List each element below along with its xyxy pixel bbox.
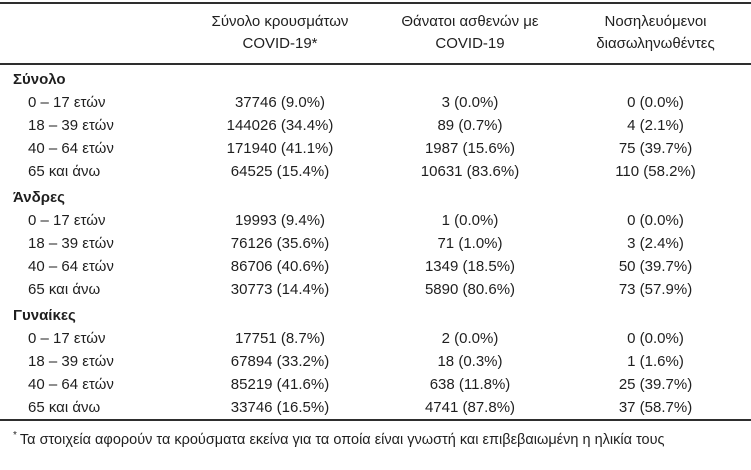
col-header-intubated-line2: διασωληνωθέντες xyxy=(596,35,715,52)
table-row: 40 – 64 ετών 85219 (41.6%) 638 (11.8%) 2… xyxy=(0,373,751,396)
cases-cell: 33746 (16.5%) xyxy=(230,399,330,416)
table-row: 65 και άνω 64525 (15.4%) 10631 (83.6%) 1… xyxy=(0,160,751,183)
intubated-cell: 37 (58.7%) xyxy=(618,399,693,416)
age-group-label: 18 – 39 ετών xyxy=(28,235,114,252)
col-header-intubated-line1: Νοσηλευόμενοι xyxy=(604,13,707,30)
cases-cell: 30773 (14.4%) xyxy=(230,281,330,298)
section-row-women: Γυναίκες xyxy=(0,301,751,327)
intubated-cell: 3 (2.4%) xyxy=(627,235,684,252)
deaths-cell: 1987 (15.6%) xyxy=(424,140,516,157)
age-group-label: 65 και άνω xyxy=(28,281,101,298)
intubated-cell: 0 (0.0%) xyxy=(627,212,684,229)
deaths-cell: 638 (11.8%) xyxy=(429,376,511,393)
col-header-cases-line1: Σύνολο κρουσμάτων xyxy=(211,13,349,30)
col-header-deaths-line2: COVID-19 xyxy=(435,35,505,52)
intubated-cell: 110 (58.2%) xyxy=(615,163,696,180)
intubated-cell: 73 (57.9%) xyxy=(618,281,693,298)
intubated-cell: 1 (1.6%) xyxy=(627,353,684,370)
col-header-empty xyxy=(0,3,180,65)
intubated-cell: 25 (39.7%) xyxy=(618,376,693,393)
age-group-label: 65 και άνω xyxy=(28,163,101,180)
age-group-label: 40 – 64 ετών xyxy=(28,258,114,275)
deaths-cell: 1349 (18.5%) xyxy=(424,258,516,275)
table-row: 18 – 39 ετών 76126 (35.6%) 71 (1.0%) 3 (… xyxy=(0,232,751,255)
cases-cell: 171940 (41.1%) xyxy=(226,140,334,157)
table-row: 0 – 17 ετών 17751 (8.7%) 2 (0.0%) 0 (0.0… xyxy=(0,327,751,350)
cases-cell: 17751 (8.7%) xyxy=(234,330,326,347)
age-group-label: 0 – 17 ετών xyxy=(28,330,106,347)
table-row: 0 – 17 ετών 37746 (9.0%) 3 (0.0%) 0 (0.0… xyxy=(0,91,751,114)
col-header-deaths-line1: Θάνατοι ασθενών με xyxy=(401,13,539,30)
section-label-women: Γυναίκες xyxy=(13,307,76,324)
table-row: 40 – 64 ετών 171940 (41.1%) 1987 (15.6%)… xyxy=(0,137,751,160)
deaths-cell: 3 (0.0%) xyxy=(441,94,499,111)
col-header-intubated: Νοσηλευόμενοι διασωληνωθέντες xyxy=(560,3,751,65)
table-row: 18 – 39 ετών 67894 (33.2%) 18 (0.3%) 1 (… xyxy=(0,350,751,373)
deaths-cell: 1 (0.0%) xyxy=(441,212,499,229)
intubated-cell: 0 (0.0%) xyxy=(627,94,684,111)
intubated-cell: 0 (0.0%) xyxy=(627,330,684,347)
cases-cell: 64525 (15.4%) xyxy=(230,163,330,180)
cases-cell: 85219 (41.6%) xyxy=(230,376,330,393)
age-group-label: 40 – 64 ετών xyxy=(28,140,114,157)
cases-cell: 37746 (9.0%) xyxy=(234,94,326,111)
cases-cell: 76126 (35.6%) xyxy=(230,235,330,252)
table-row: 65 και άνω 33746 (16.5%) 4741 (87.8%) 37… xyxy=(0,396,751,420)
table-row: 65 και άνω 30773 (14.4%) 5890 (80.6%) 73… xyxy=(0,278,751,301)
age-group-label: 65 και άνω xyxy=(28,399,101,416)
cases-cell: 19993 (9.4%) xyxy=(234,212,326,229)
col-header-cases-line2: COVID-19* xyxy=(242,35,318,52)
footnote-marker: * xyxy=(13,430,17,441)
footnote-text: Τα στοιχεία αφορούν τα κρούσματα εκείνα … xyxy=(19,431,665,448)
cases-cell: 67894 (33.2%) xyxy=(230,353,330,370)
deaths-cell: 89 (0.7%) xyxy=(437,117,503,134)
intubated-cell: 75 (39.7%) xyxy=(618,140,693,157)
intubated-cell: 4 (2.1%) xyxy=(627,117,684,134)
age-group-label: 40 – 64 ετών xyxy=(28,376,114,393)
deaths-cell: 10631 (83.6%) xyxy=(420,163,520,180)
cases-cell: 86706 (40.6%) xyxy=(230,258,330,275)
section-row-total: Σύνολο xyxy=(0,64,751,91)
table-footnote: * Τα στοιχεία αφορούν τα κρούσματα εκείνα… xyxy=(0,426,751,450)
deaths-cell: 5890 (80.6%) xyxy=(424,281,516,298)
deaths-cell: 71 (1.0%) xyxy=(437,235,503,252)
intubated-cell: 50 (39.7%) xyxy=(618,258,693,275)
age-group-label: 18 – 39 ετών xyxy=(28,117,114,134)
deaths-cell: 2 (0.0%) xyxy=(441,330,499,347)
section-label-total: Σύνολο xyxy=(13,71,66,88)
cases-cell: 144026 (34.4%) xyxy=(226,117,334,134)
age-group-label: 0 – 17 ετών xyxy=(28,94,106,111)
col-header-cases: Σύνολο κρουσμάτων COVID-19* xyxy=(180,3,380,65)
deaths-cell: 4741 (87.8%) xyxy=(424,399,516,416)
section-label-men: Άνδρες xyxy=(13,189,65,206)
section-row-men: Άνδρες xyxy=(0,183,751,209)
table-row: 18 – 39 ετών 144026 (34.4%) 89 (0.7%) 4 … xyxy=(0,114,751,137)
deaths-cell: 18 (0.3%) xyxy=(437,353,503,370)
table-row: 0 – 17 ετών 19993 (9.4%) 1 (0.0%) 0 (0.0… xyxy=(0,209,751,232)
col-header-deaths: Θάνατοι ασθενών με COVID-19 xyxy=(380,3,560,65)
age-group-label: 18 – 39 ετών xyxy=(28,353,114,370)
table-row: 40 – 64 ετών 86706 (40.6%) 1349 (18.5%) … xyxy=(0,255,751,278)
header-row: Σύνολο κρουσμάτων COVID-19* Θάνατοι ασθε… xyxy=(0,3,751,65)
age-group-label: 0 – 17 ετών xyxy=(28,212,106,229)
covid-stats-table: Σύνολο κρουσμάτων COVID-19* Θάνατοι ασθε… xyxy=(0,2,751,421)
